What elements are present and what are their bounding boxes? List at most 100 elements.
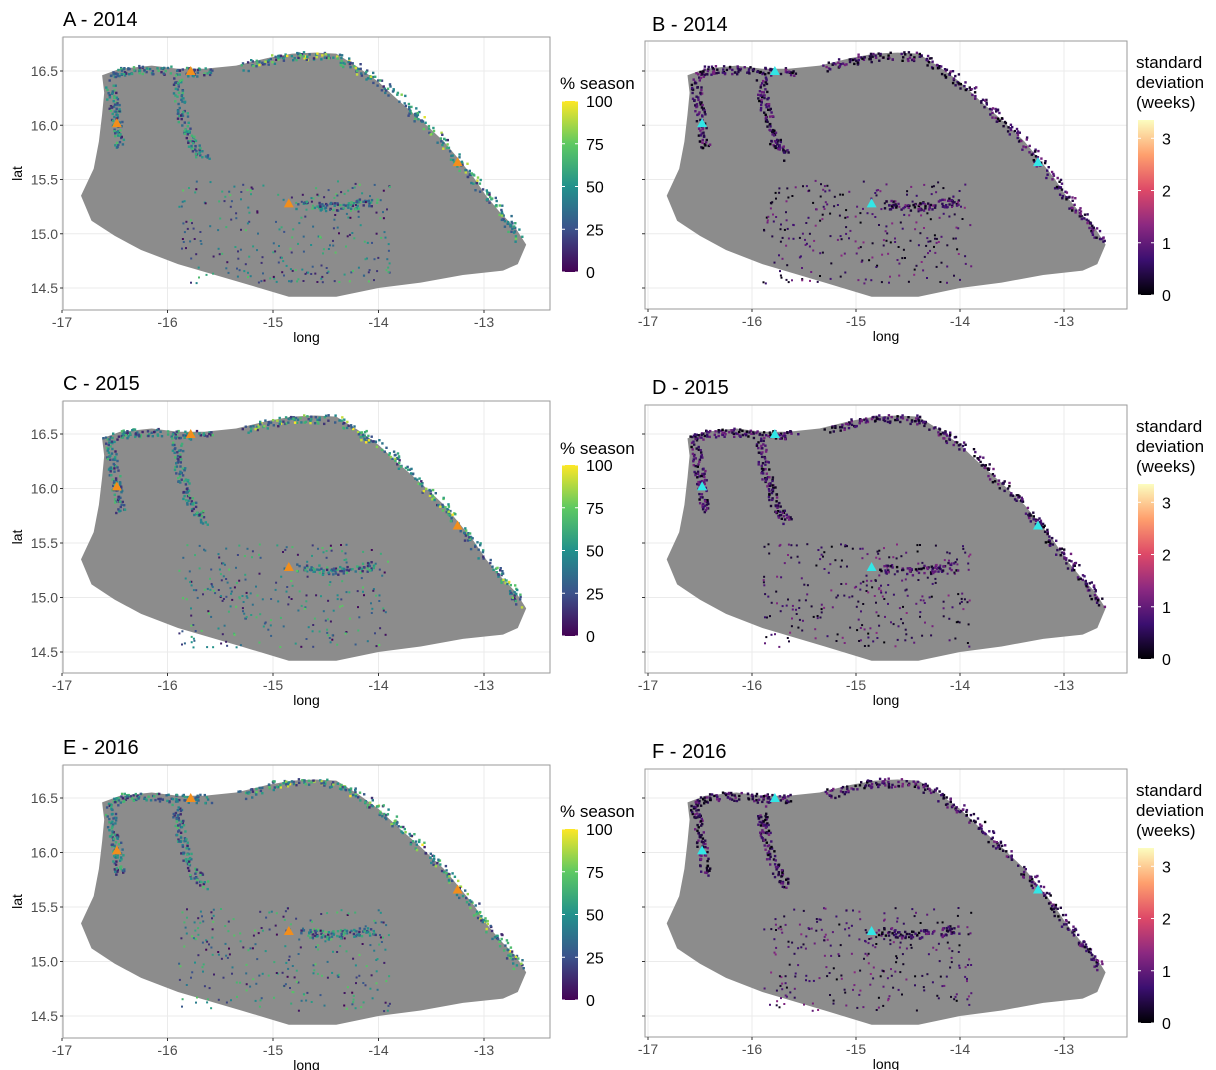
panel-frame xyxy=(644,404,1128,674)
wetland-pixel xyxy=(317,547,319,550)
wetland-pixel xyxy=(488,193,491,196)
wetland-pixel xyxy=(823,551,826,554)
wetland-pixel xyxy=(292,416,295,419)
wetland-pixel xyxy=(1093,594,1097,597)
wetland-pixel xyxy=(330,785,333,788)
wetland-pixel xyxy=(185,932,188,935)
wetland-pixel xyxy=(887,584,890,586)
wetland-pixel xyxy=(787,598,789,601)
wetland-pixel xyxy=(933,566,937,569)
wetland-pixel xyxy=(771,133,774,136)
wetland-pixel xyxy=(423,845,426,849)
wetland-pixel xyxy=(353,935,356,938)
wetland-pixel xyxy=(341,569,344,573)
wetland-pixel xyxy=(917,208,920,211)
wetland-pixel xyxy=(903,213,906,216)
wetland-pixel xyxy=(396,457,399,460)
wetland-pixel xyxy=(221,252,224,255)
wetland-pixel xyxy=(114,84,117,87)
wetland-pixel xyxy=(981,98,985,101)
wetland-pixel xyxy=(327,599,330,602)
wetland-pixel xyxy=(922,209,926,212)
wetland-pixel xyxy=(1083,575,1086,578)
legend-tick-label: 3 xyxy=(1162,495,1171,512)
wetland-pixel xyxy=(489,924,492,928)
wetland-pixel xyxy=(894,645,897,648)
wetland-pixel xyxy=(182,241,185,243)
wetland-pixel xyxy=(784,70,788,74)
wetland-pixel xyxy=(264,950,267,953)
wetland-pixel xyxy=(174,811,178,815)
wetland-pixel xyxy=(765,794,768,797)
wetland-pixel xyxy=(112,71,115,74)
wetland-pixel xyxy=(1020,496,1023,499)
wetland-pixel xyxy=(230,218,233,221)
wetland-pixel xyxy=(772,487,775,490)
wetland-pixel xyxy=(735,799,739,803)
wetland-pixel xyxy=(206,156,209,159)
wetland-pixel xyxy=(275,220,277,223)
wetland-pixel xyxy=(468,169,471,173)
wetland-pixel xyxy=(183,436,186,439)
wetland-pixel xyxy=(177,458,180,461)
wetland-pixel xyxy=(701,508,705,511)
wetland-pixel xyxy=(366,200,369,203)
wetland-pixel xyxy=(188,570,191,573)
legend-tick-label: 3 xyxy=(1162,131,1171,148)
wetland-pixel xyxy=(715,794,718,797)
wetland-pixel xyxy=(802,185,804,188)
wetland-pixel xyxy=(958,448,961,451)
wetland-pixel xyxy=(512,954,515,957)
wetland-pixel xyxy=(173,451,176,454)
wetland-pixel xyxy=(942,187,945,190)
wetland-pixel xyxy=(182,851,186,854)
wetland-pixel xyxy=(375,959,378,961)
wetland-pixel xyxy=(895,557,898,560)
wetland-pixel xyxy=(343,928,346,932)
legend-tick-label: 0 xyxy=(586,265,595,282)
wetland-pixel xyxy=(388,271,391,274)
wetland-pixel xyxy=(923,424,926,428)
wetland-pixel xyxy=(841,636,844,639)
wetland-pixel xyxy=(279,646,282,648)
wetland-pixel xyxy=(344,204,347,207)
wetland-pixel xyxy=(486,193,489,196)
wetland-pixel xyxy=(464,534,468,537)
wetland-pixel xyxy=(689,435,692,438)
wetland-pixel xyxy=(222,598,225,600)
wetland-pixel xyxy=(461,894,465,898)
wetland-pixel xyxy=(783,562,786,565)
wetland-pixel xyxy=(303,566,306,569)
wetland-pixel xyxy=(1050,170,1054,174)
wetland-pixel xyxy=(520,606,524,609)
wetland-pixel xyxy=(192,142,195,145)
wetland-pixel xyxy=(779,228,782,231)
wetland-pixel xyxy=(190,607,192,610)
wetland-pixel xyxy=(907,204,910,207)
wetland-pixel xyxy=(977,458,981,461)
wetland-pixel xyxy=(848,190,851,193)
wetland-pixel xyxy=(210,801,214,805)
wetland-pixel xyxy=(760,437,763,440)
wetland-pixel xyxy=(116,836,119,839)
wetland-pixel xyxy=(1065,562,1068,565)
wetland-pixel xyxy=(349,66,352,69)
wetland-pixel xyxy=(1058,193,1062,196)
wetland-pixel xyxy=(504,581,507,585)
wetland-pixel xyxy=(345,561,348,564)
wetland-pixel xyxy=(495,204,498,207)
wetland-pixel xyxy=(850,423,854,426)
wetland-pixel xyxy=(913,273,916,276)
wetland-pixel xyxy=(723,435,726,438)
wetland-pixel xyxy=(344,785,347,789)
wetland-pixel xyxy=(481,550,485,554)
wetland-pixel xyxy=(959,602,961,605)
wetland-pixel xyxy=(209,577,211,580)
wetland-pixel xyxy=(694,104,697,107)
wetland-pixel xyxy=(372,589,375,592)
wetland-pixel xyxy=(235,981,238,984)
wetland-pixel xyxy=(223,563,226,566)
wetland-pixel xyxy=(321,547,324,549)
wetland-pixel xyxy=(705,800,708,803)
wetland-pixel xyxy=(831,606,834,609)
